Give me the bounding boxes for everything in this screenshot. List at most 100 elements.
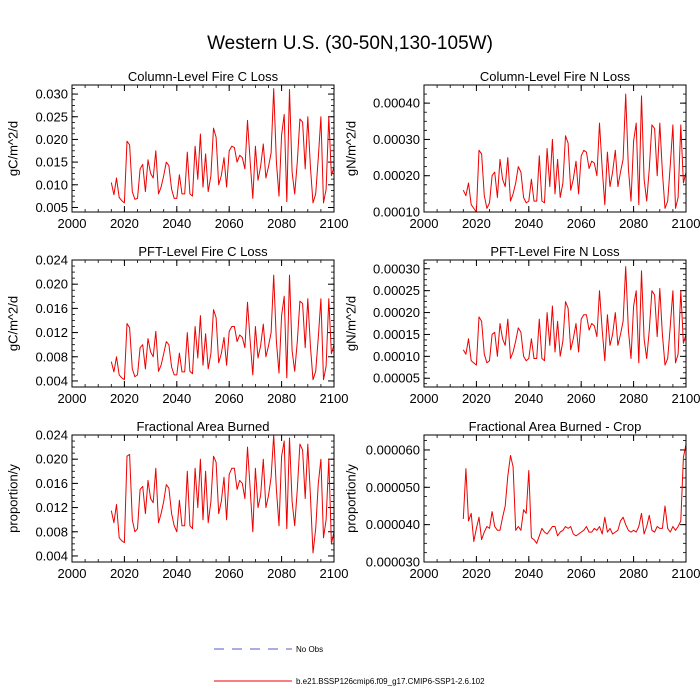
x-tick-label: 2080 bbox=[619, 216, 648, 231]
y-tick-label: 0.00015 bbox=[373, 327, 420, 342]
y-tick-label: 0.020 bbox=[35, 132, 68, 147]
chart-panel-3: 2000 2020 2040 2060 2080 2100 0.004 0.008 0.012 0… bbox=[5, 244, 348, 406]
x-tick-label: 2020 bbox=[110, 216, 139, 231]
plot-frame bbox=[71, 434, 335, 563]
chart-panel-1: 2000 2020 2040 2060 2080 2100 0.005 0.010 0.015 0… bbox=[5, 69, 348, 231]
x-tick-label: 2080 bbox=[619, 566, 648, 581]
x-tick-label: 2080 bbox=[619, 391, 648, 406]
legend-entry-2: b.e21.BSSP126cmip6.f09_g17.CMIP6-SSP1-2.… bbox=[214, 677, 485, 686]
chart-panel-6: 2000 2020 2040 2060 2080 2100 0.000030 0.000040… bbox=[343, 419, 700, 581]
x-tick-label: 2080 bbox=[267, 216, 296, 231]
legend-label: No Obs bbox=[296, 645, 323, 654]
y-tick-label: 0.016 bbox=[35, 301, 68, 316]
y-tick-label: 0.00020 bbox=[373, 305, 420, 320]
x-tick-label: 2040 bbox=[162, 566, 191, 581]
x-tick-label: 2100 bbox=[320, 566, 349, 581]
x-tick-label: 2020 bbox=[462, 216, 491, 231]
x-tick-label: 2000 bbox=[58, 566, 87, 581]
y-tick-label: 0.012 bbox=[35, 500, 68, 515]
x-tick-label: 2100 bbox=[320, 216, 349, 231]
x-tick-label: 2020 bbox=[462, 566, 491, 581]
x-tick-label: 2040 bbox=[514, 391, 543, 406]
plot-frame bbox=[423, 84, 687, 213]
legend: No Obs b.e21.BSSP126cmip6.f09_g17.CMIP6-S… bbox=[214, 645, 485, 686]
y-tick-label: 0.030 bbox=[35, 87, 68, 102]
x-tick-label: 2080 bbox=[267, 391, 296, 406]
x-tick-label: 2040 bbox=[514, 216, 543, 231]
y-tick-label: 0.024 bbox=[35, 253, 68, 268]
chart-panel-2: 2000 2020 2040 2060 2080 2100 0.00010 0.00020 0.… bbox=[343, 69, 700, 231]
legend-entry-1: No Obs bbox=[214, 645, 323, 654]
x-tick-label: 2100 bbox=[320, 391, 349, 406]
x-tick-label: 2000 bbox=[410, 566, 439, 581]
x-tick-label: 2080 bbox=[267, 566, 296, 581]
x-tick-label: 2020 bbox=[110, 391, 139, 406]
panel-title: Column-Level Fire C Loss bbox=[128, 69, 279, 84]
y-axis-label: proportion/y bbox=[5, 464, 20, 533]
plot-frame bbox=[71, 84, 335, 213]
y-tick-label: 0.000040 bbox=[366, 517, 420, 532]
y-tick-label: 0.000050 bbox=[366, 480, 420, 495]
series-line bbox=[462, 93, 686, 212]
x-tick-label: 2000 bbox=[410, 391, 439, 406]
y-axis-label: proportion/y bbox=[343, 464, 358, 533]
chart-panels: 2000 2020 2040 2060 2080 2100 0.005 0.010 0.015 0… bbox=[5, 69, 700, 581]
y-tick-label: 0.008 bbox=[35, 349, 68, 364]
x-tick-label: 2060 bbox=[567, 566, 596, 581]
x-tick-label: 2060 bbox=[215, 216, 244, 231]
panel-title: Fractional Area Burned - Crop bbox=[469, 419, 642, 434]
y-tick-label: 0.000060 bbox=[366, 442, 420, 457]
y-tick-label: 0.00005 bbox=[373, 371, 420, 386]
x-tick-label: 2100 bbox=[672, 216, 700, 231]
y-tick-label: 0.005 bbox=[35, 200, 68, 215]
y-tick-label: 0.012 bbox=[35, 325, 68, 340]
x-tick-label: 2100 bbox=[672, 391, 700, 406]
series-line bbox=[110, 274, 334, 381]
y-tick-label: 0.00010 bbox=[373, 349, 420, 364]
y-tick-label: 0.00025 bbox=[373, 283, 420, 298]
y-tick-label: 0.008 bbox=[35, 524, 68, 539]
panel-title: PFT-Level Fire C Loss bbox=[138, 244, 268, 259]
y-tick-label: 0.00010 bbox=[373, 205, 420, 220]
y-tick-label: 0.015 bbox=[35, 155, 68, 170]
y-axis-label: gN/m^2/d bbox=[343, 296, 358, 351]
y-tick-label: 0.020 bbox=[35, 277, 68, 292]
chart-panel-5: 2000 2020 2040 2060 2080 2100 0.004 0.008 0.012 0… bbox=[5, 419, 348, 581]
series-line bbox=[462, 266, 686, 366]
x-tick-label: 2100 bbox=[672, 566, 700, 581]
y-tick-label: 0.010 bbox=[35, 177, 68, 192]
y-tick-label: 0.025 bbox=[35, 109, 68, 124]
y-tick-label: 0.000030 bbox=[366, 555, 420, 570]
y-axis-label: gN/m^2/d bbox=[343, 121, 358, 176]
series-line bbox=[462, 444, 686, 544]
y-tick-label: 0.00040 bbox=[373, 96, 420, 111]
chart-panel-4: 2000 2020 2040 2060 2080 2100 0.00005 0.00010 0.… bbox=[343, 244, 700, 406]
x-tick-label: 2020 bbox=[110, 566, 139, 581]
y-tick-label: 0.00030 bbox=[373, 261, 420, 276]
x-tick-label: 2040 bbox=[162, 216, 191, 231]
x-tick-label: 2000 bbox=[410, 216, 439, 231]
plot-frame bbox=[71, 259, 335, 388]
x-tick-label: 2060 bbox=[215, 566, 244, 581]
panel-title: Fractional Area Burned bbox=[137, 419, 270, 434]
y-tick-label: 0.016 bbox=[35, 476, 68, 491]
x-tick-label: 2060 bbox=[567, 391, 596, 406]
x-tick-label: 2040 bbox=[162, 391, 191, 406]
x-tick-label: 2000 bbox=[58, 391, 87, 406]
panel-title: Column-Level Fire N Loss bbox=[480, 69, 631, 84]
x-tick-label: 2060 bbox=[215, 391, 244, 406]
plot-frame bbox=[423, 434, 687, 563]
y-tick-label: 0.00020 bbox=[373, 168, 420, 183]
y-tick-label: 0.024 bbox=[35, 428, 68, 443]
x-tick-label: 2000 bbox=[58, 216, 87, 231]
y-tick-label: 0.00030 bbox=[373, 132, 420, 147]
series-line bbox=[110, 435, 334, 554]
y-axis-label: gC/m^2/d bbox=[5, 296, 20, 351]
x-tick-label: 2020 bbox=[462, 391, 491, 406]
y-axis-label: gC/m^2/d bbox=[5, 121, 20, 176]
panel-title: PFT-Level Fire N Loss bbox=[490, 244, 620, 259]
y-tick-label: 0.004 bbox=[35, 373, 68, 388]
y-tick-label: 0.004 bbox=[35, 548, 68, 563]
series-line bbox=[110, 88, 334, 204]
